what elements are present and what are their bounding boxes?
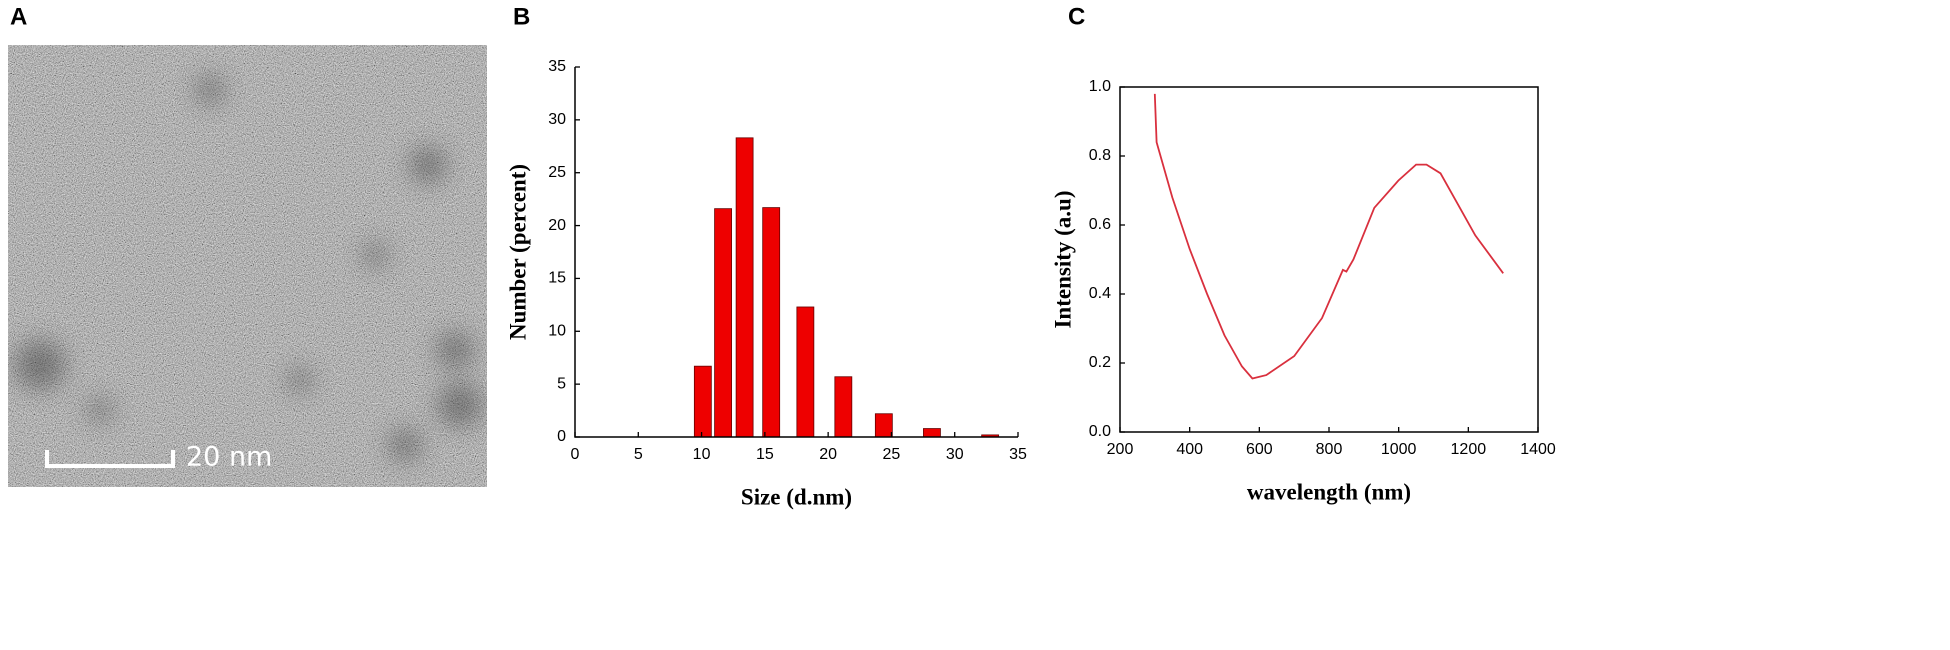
x-tick-label: 1200	[1451, 441, 1487, 458]
y-tick-label: 25	[548, 164, 566, 181]
y-tick-label: 20	[548, 217, 566, 234]
x-tick-label: 20	[819, 446, 837, 463]
y-axis-label: Number (percent)	[505, 164, 530, 340]
y-tick-label: 0.6	[1089, 216, 1111, 233]
x-tick-label: 5	[634, 446, 643, 463]
tem-image: 20 nm	[8, 45, 487, 487]
x-tick-label: 400	[1176, 441, 1203, 458]
bar	[834, 376, 853, 438]
scale-bar	[45, 450, 175, 468]
bar	[693, 365, 712, 438]
y-tick-label: 0.2	[1089, 354, 1111, 371]
y-tick-label: 5	[557, 375, 566, 392]
x-tick-label: 25	[883, 446, 901, 463]
panel-label: B	[513, 3, 530, 30]
y-tick-label: 0.4	[1089, 285, 1111, 302]
x-tick-label: 1400	[1520, 441, 1556, 458]
x-axis-label: wavelength (nm)	[1247, 479, 1411, 504]
bar	[762, 207, 781, 438]
particles	[15, 76, 482, 461]
x-tick-label: 600	[1246, 441, 1273, 458]
x-tick-label: 200	[1107, 441, 1134, 458]
image-noise	[8, 45, 487, 487]
data-line	[1153, 93, 1504, 380]
panel-label: C	[1068, 3, 1085, 30]
x-tick-label: 30	[946, 446, 964, 463]
y-tick-label: 0	[557, 428, 566, 445]
bar	[796, 306, 815, 438]
y-tick-label: 15	[548, 270, 566, 287]
plot-frame	[1119, 86, 1539, 433]
y-axis-label: Intensity (a.u)	[1050, 190, 1075, 328]
x-tick-label: 10	[693, 446, 711, 463]
x-tick-label: 800	[1316, 441, 1343, 458]
y-tick-label: 10	[548, 323, 566, 340]
y-tick-label: 0.0	[1089, 423, 1111, 440]
bar	[714, 208, 732, 438]
x-tick-label: 0	[571, 446, 580, 463]
x-axis-label: Size (d.nm)	[741, 484, 852, 509]
x-tick-label: 15	[756, 446, 774, 463]
bar	[874, 413, 893, 438]
scale-bar-label: 20 nm	[186, 442, 272, 473]
panel-label: A	[10, 3, 27, 30]
y-tick-label: 0.8	[1089, 147, 1111, 164]
bar	[735, 137, 754, 438]
y-tick-label: 1.0	[1089, 78, 1111, 95]
x-tick-label: 35	[1009, 446, 1027, 463]
bar	[923, 428, 941, 438]
y-tick-label: 35	[548, 58, 566, 75]
y-tick-label: 30	[548, 111, 566, 128]
x-tick-label: 1000	[1381, 441, 1417, 458]
